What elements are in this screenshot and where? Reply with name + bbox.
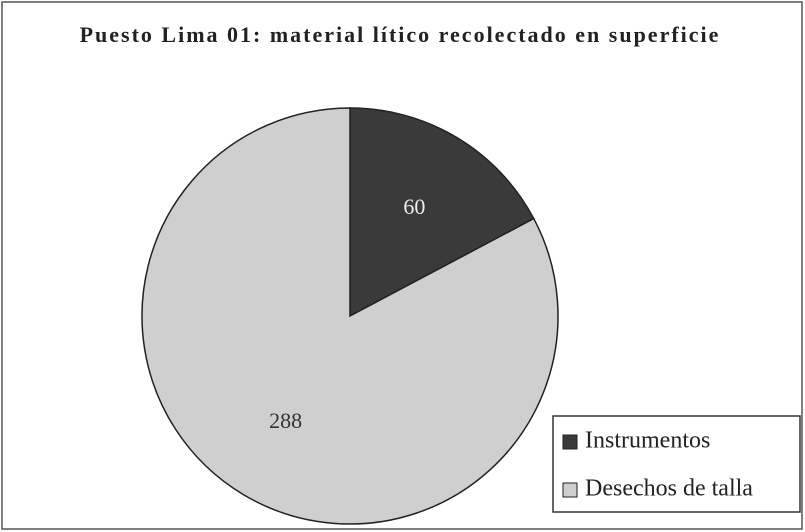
legend-box [552, 415, 801, 513]
pie-slice [349, 107, 535, 318]
pie-slice [141, 107, 559, 525]
legend-label: Instrumentos [585, 428, 710, 454]
legend-swatch [562, 434, 578, 450]
legend-swatch [562, 482, 578, 498]
legend-label: Desechos de talla [585, 476, 753, 502]
data-label: 60 [403, 194, 425, 219]
chart-title: Puesto Lima 01: material lítico recolect… [79, 22, 721, 47]
data-label: 288 [269, 408, 302, 433]
